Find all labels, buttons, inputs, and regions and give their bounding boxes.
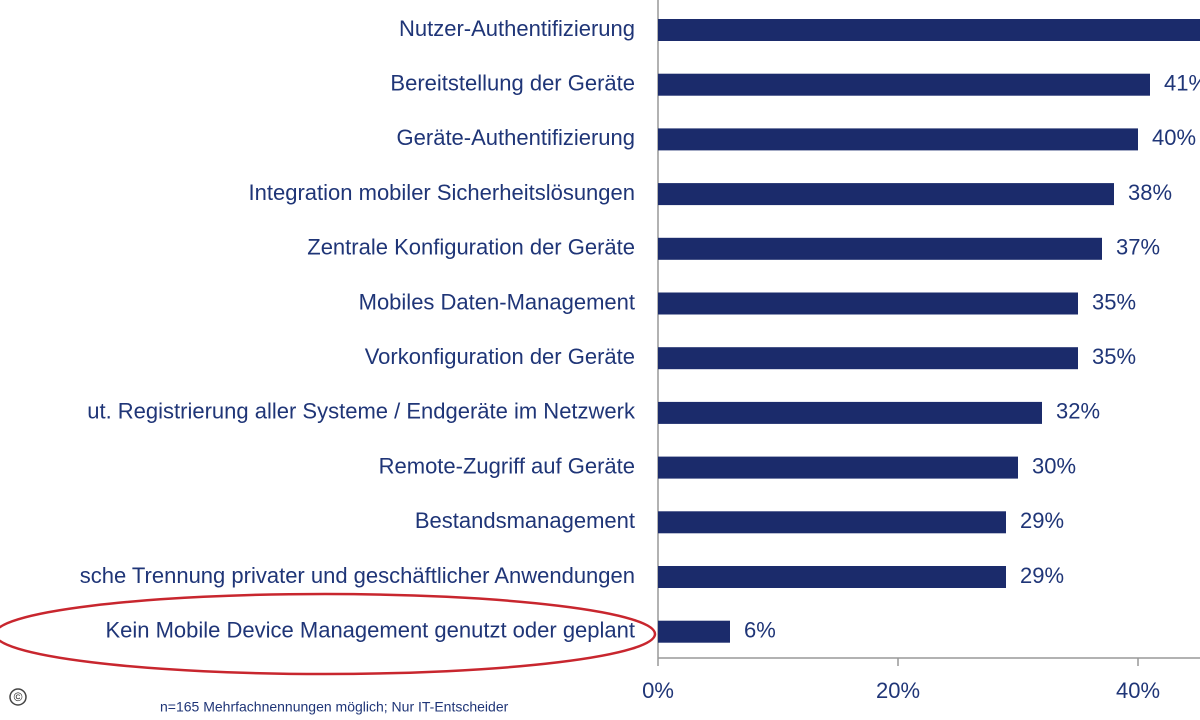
highlight-ellipse	[0, 592, 657, 676]
category-label: Integration mobiler Sicherheitslösungen	[249, 180, 635, 205]
footnote: n=165 Mehrfachnennungen möglich; Nur IT-…	[160, 699, 509, 715]
category-label: Nutzer-Authentifizierung	[399, 16, 635, 41]
category-label: Vorkonfiguration der Geräte	[365, 344, 635, 369]
category-label: Geräte-Authentifizierung	[397, 125, 635, 150]
value-label: 29%	[1020, 563, 1064, 588]
category-label: Zentrale Konfiguration der Geräte	[307, 235, 635, 260]
category-label: sche Trennung privater und geschäftliche…	[80, 563, 635, 588]
bar	[658, 456, 1018, 479]
value-label: 29%	[1020, 508, 1064, 533]
x-tick-label: 0%	[642, 678, 674, 703]
value-label: 6%	[744, 618, 776, 643]
bar	[658, 347, 1078, 370]
copyright: ©	[14, 690, 23, 704]
bar	[658, 73, 1150, 96]
bar	[658, 292, 1078, 315]
bar	[658, 566, 1006, 588]
category-label: Bereitstellung der Geräte	[390, 71, 635, 96]
value-label: 30%	[1032, 453, 1076, 478]
value-label: 38%	[1128, 180, 1172, 205]
bar	[658, 19, 1200, 41]
category-label: Kein Mobile Device Management genutzt od…	[105, 618, 635, 643]
value-label: 35%	[1092, 344, 1136, 369]
value-label: 32%	[1056, 399, 1100, 424]
bar	[658, 620, 730, 643]
x-tick-label: 40%	[1116, 678, 1160, 703]
value-label: 41%	[1164, 71, 1200, 96]
category-label: Remote-Zugriff auf Geräte	[379, 453, 635, 478]
x-tick-label: 20%	[876, 678, 920, 703]
value-label: 37%	[1116, 235, 1160, 260]
value-label: 40%	[1152, 125, 1196, 150]
bar	[658, 511, 1006, 534]
copyright-badge	[9, 688, 27, 706]
bar	[658, 183, 1114, 206]
category-label: Bestandsmanagement	[415, 508, 635, 533]
bar	[658, 237, 1102, 260]
bar	[658, 128, 1138, 151]
bar	[658, 401, 1042, 424]
category-label: Mobiles Daten-Management	[359, 289, 635, 314]
category-label: ut. Registrierung aller Systeme / Endger…	[87, 399, 636, 424]
value-label: 35%	[1092, 289, 1136, 314]
